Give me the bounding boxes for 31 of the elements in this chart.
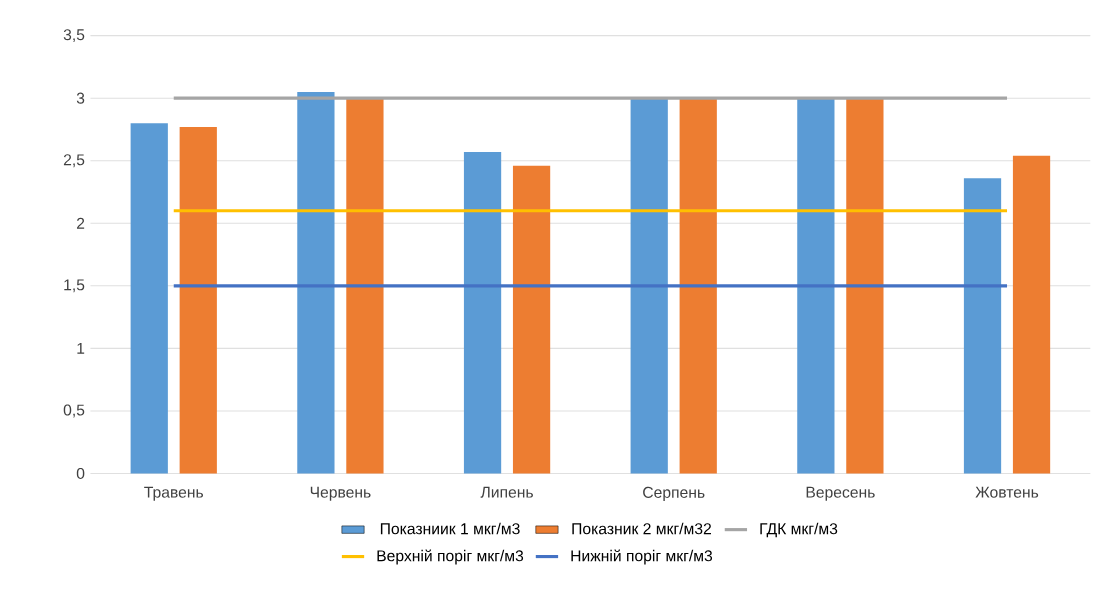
y-tick-label: 1,5: [64, 279, 85, 293]
bar: [512, 165, 551, 474]
x-tick-label: Вересень: [806, 486, 875, 501]
x-tick-label: Жовтень: [975, 486, 1039, 498]
y-tick-label: 0: [76, 468, 85, 480]
bar: [297, 92, 335, 474]
x-tick-label: Липень: [480, 486, 533, 498]
y-tick-label: 0,5: [63, 404, 85, 418]
bar: [130, 123, 168, 474]
x-tick-label: Червень: [310, 486, 371, 501]
x-tick-label: Серпень: [643, 486, 705, 502]
y-tick-label: 3,5: [63, 29, 85, 43]
legend-label: Верхній поріг мкг/м3: [377, 549, 524, 565]
bar: [630, 98, 668, 474]
bar: [1012, 155, 1051, 474]
bar: [179, 127, 217, 474]
y-tick-label: 3: [76, 92, 85, 104]
bar: [963, 178, 1002, 474]
bar: [797, 98, 835, 474]
legend-label: ГДК мкг/м3: [760, 522, 838, 538]
bar: [679, 98, 717, 474]
bar: [463, 152, 502, 474]
legend-label: Показниик 1 мкг/м3: [380, 522, 520, 535]
legend-label: Нижній поріг мкг/м3: [571, 549, 713, 565]
bar: [846, 98, 884, 474]
legend-label: Показник 2 мкг/м32: [572, 522, 711, 535]
bar: [346, 98, 384, 474]
x-tick-label: Травень: [144, 486, 204, 501]
y-tick-label: 1: [77, 343, 85, 354]
y-tick-label: 2,5: [63, 154, 85, 168]
y-tick-label: 2: [76, 217, 85, 229]
